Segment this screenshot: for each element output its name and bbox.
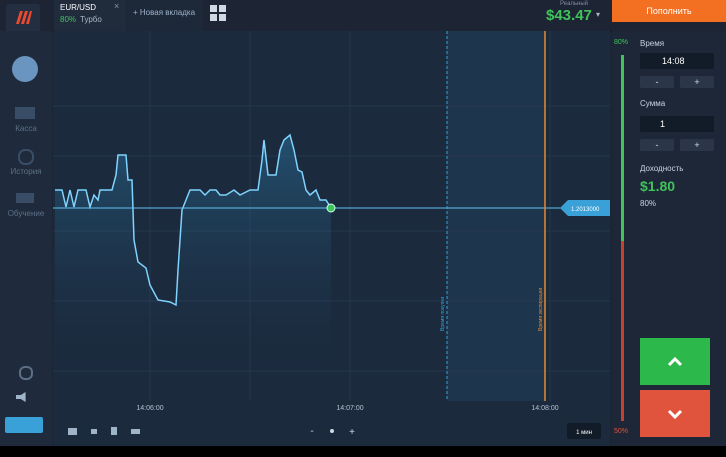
asset-tab[interactable]: EUR/USD 80% Турбо ×: [54, 0, 126, 33]
education-icon: [16, 193, 34, 203]
balance[interactable]: $43.47: [546, 7, 592, 24]
trade-panel: 80% 50% Время 14:08 - + Сумма 1 - + Дохо…: [612, 31, 726, 446]
tab-mode: Турбо: [80, 15, 102, 24]
up-button[interactable]: [640, 338, 710, 385]
chart-tools[interactable]: [68, 427, 140, 435]
chart-area: Время покупки Время экспирации 1.2013000…: [53, 31, 610, 446]
expiry-line-label: Время экспирации: [538, 288, 544, 331]
down-sentiment-bar: [621, 241, 624, 421]
amount-field[interactable]: 1: [640, 116, 714, 132]
up-percent: 80%: [614, 39, 629, 46]
price-tag-label: 1.2013000: [571, 207, 600, 213]
timeframe-button[interactable]: [567, 423, 601, 439]
purchase-line-label: Время покупки: [440, 296, 446, 331]
top-bar: EUR/USD 80% Турбо × + Новая вкладка Реал…: [0, 0, 726, 34]
account-label: Реальный: [560, 1, 589, 7]
logo[interactable]: [6, 4, 40, 34]
profit-label: Доходность: [640, 164, 684, 173]
profit-value: $1.80: [640, 178, 676, 194]
expiry-zone: [447, 31, 545, 401]
avatar[interactable]: [12, 56, 38, 82]
price-tag: [560, 200, 610, 216]
time-label: 14:06:00: [136, 405, 163, 412]
tab-payout: 80%: [60, 15, 77, 24]
sound-icon[interactable]: [16, 392, 26, 402]
tab-close[interactable]: ×: [114, 1, 120, 11]
amount-value: 1: [660, 119, 666, 129]
sidebar-item[interactable]: Обучение: [7, 209, 45, 218]
deposit-button[interactable]: Пополнить: [612, 0, 726, 22]
new-tab-label: + Новая вкладка: [133, 8, 196, 17]
sidebar: Касса История Обучение: [0, 31, 52, 446]
sidebar-item[interactable]: История: [10, 167, 42, 176]
tab-pair: EUR/USD: [60, 3, 97, 12]
amount-plus[interactable]: +: [680, 139, 714, 151]
time-value: 14:08: [662, 56, 685, 66]
zoom-reset[interactable]: [330, 429, 334, 433]
zoom-out[interactable]: -: [310, 426, 313, 437]
price-area: [55, 135, 331, 401]
time-plus[interactable]: +: [680, 76, 714, 88]
amount-label: Сумма: [640, 99, 666, 108]
zoom-in[interactable]: +: [349, 427, 355, 438]
up-arrow: [667, 356, 683, 367]
time-label: Время: [640, 39, 665, 48]
history-icon: [18, 149, 34, 165]
app: EUR/USD 80% Турбо × + Новая вкладка Реал…: [0, 0, 726, 446]
new-tab[interactable]: + Новая вкладка: [127, 0, 203, 31]
time-minus[interactable]: -: [640, 76, 674, 88]
up-sentiment-bar: [621, 55, 624, 241]
account-caret[interactable]: ▾: [596, 10, 601, 19]
time-label: 14:08:00: [531, 405, 558, 412]
current-point: [326, 203, 336, 213]
time-label: 14:07:00: [336, 405, 363, 412]
down-button[interactable]: [640, 390, 710, 437]
cashier-icon: [15, 107, 35, 119]
time-field[interactable]: 14:08: [640, 53, 714, 69]
timeframe-label: 1 мин: [576, 430, 592, 436]
price-line: [55, 133, 332, 307]
down-arrow: [667, 409, 683, 420]
grid-icon[interactable]: [209, 4, 227, 22]
profit-percent: 80%: [640, 199, 657, 208]
chat-button[interactable]: [5, 417, 43, 433]
amount-minus[interactable]: -: [640, 139, 674, 151]
down-percent: 50%: [614, 428, 629, 435]
settings-icon[interactable]: [19, 366, 33, 380]
logo-icon: [16, 11, 32, 24]
sidebar-item[interactable]: Касса: [15, 124, 37, 133]
